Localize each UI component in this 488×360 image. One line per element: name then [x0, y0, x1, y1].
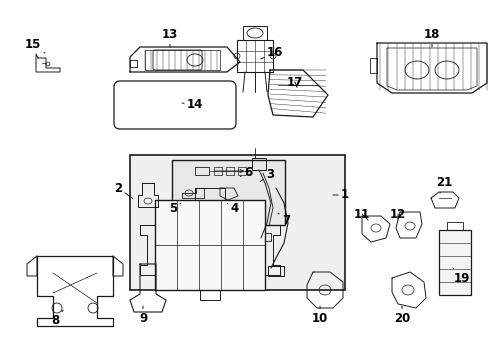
Text: 10: 10 — [311, 306, 327, 324]
Bar — [214, 167, 222, 175]
Bar — [225, 167, 234, 175]
Text: 18: 18 — [423, 28, 439, 47]
Text: 2: 2 — [114, 181, 132, 198]
Text: 14: 14 — [182, 99, 203, 112]
Bar — [195, 188, 224, 200]
Text: 12: 12 — [389, 207, 406, 220]
Bar — [200, 290, 220, 300]
Text: 1: 1 — [332, 189, 348, 202]
Text: 11: 11 — [353, 207, 369, 220]
Bar — [438, 230, 470, 295]
Text: 16: 16 — [260, 46, 283, 59]
Bar — [446, 222, 462, 230]
Bar — [155, 200, 264, 290]
Text: 6: 6 — [240, 166, 252, 179]
Bar — [257, 233, 270, 241]
Bar — [130, 155, 345, 290]
Bar — [251, 158, 265, 170]
Bar — [195, 167, 208, 175]
Text: 17: 17 — [286, 76, 303, 89]
Text: 5: 5 — [168, 202, 180, 215]
Text: 9: 9 — [139, 306, 147, 324]
Bar — [172, 160, 285, 225]
Bar — [243, 26, 266, 40]
Text: 21: 21 — [435, 176, 451, 193]
Bar — [267, 266, 284, 276]
Text: 15: 15 — [25, 37, 45, 53]
Text: 7: 7 — [278, 213, 289, 226]
Text: 3: 3 — [260, 168, 273, 181]
Text: 19: 19 — [452, 268, 469, 284]
Bar — [237, 40, 272, 72]
Text: 13: 13 — [162, 28, 178, 47]
Text: 8: 8 — [51, 310, 63, 327]
Bar — [238, 167, 245, 175]
Bar — [145, 50, 220, 70]
Text: 20: 20 — [393, 306, 409, 324]
Text: 4: 4 — [227, 202, 239, 215]
